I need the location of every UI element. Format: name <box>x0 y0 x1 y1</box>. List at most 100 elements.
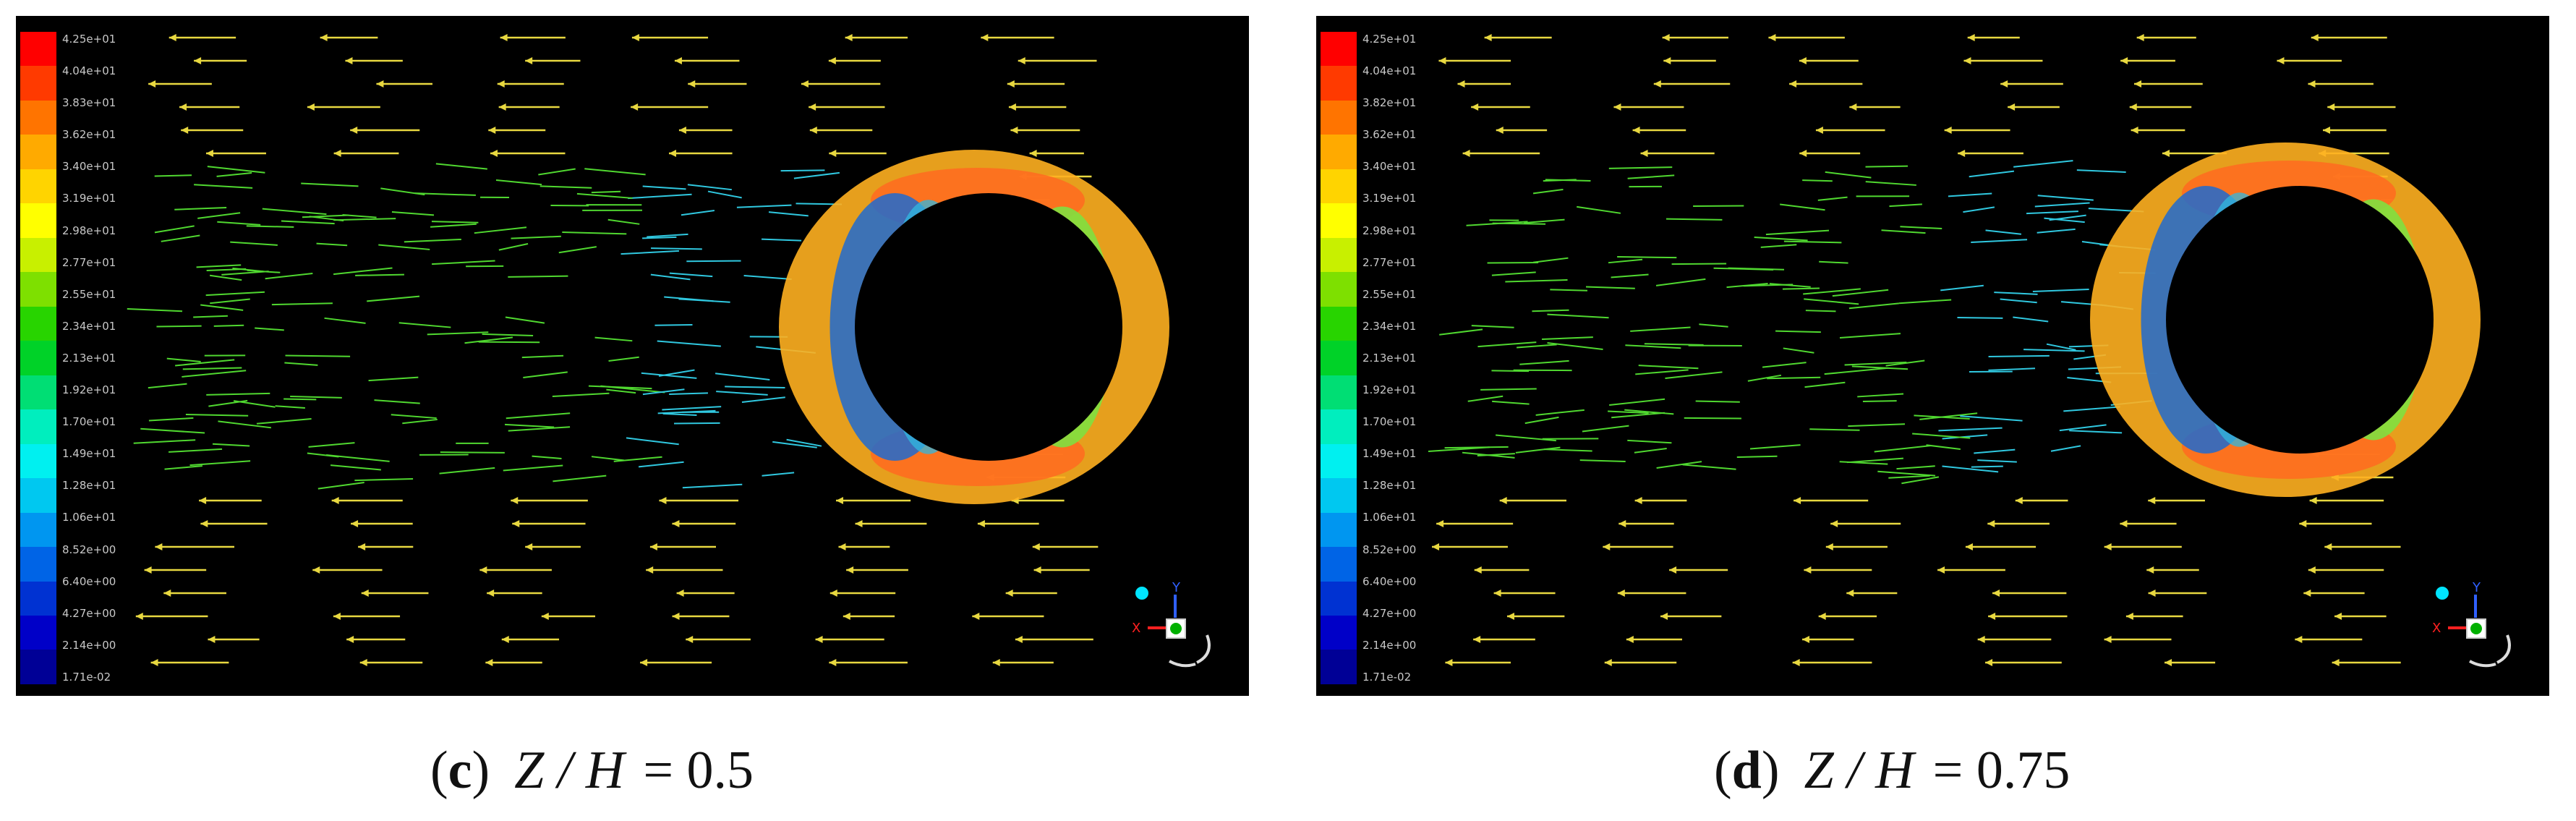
legend-label: 2.34e+01 <box>1362 319 1417 333</box>
legend-label: 4.27e+00 <box>1362 606 1417 620</box>
color-bar-swatch <box>20 66 56 101</box>
velocity-vector-field <box>127 34 1169 666</box>
legend-label: 1.28e+01 <box>62 479 116 493</box>
legend-label: 1.71e-02 <box>62 670 111 684</box>
color-bar-swatch <box>20 478 56 513</box>
color-bar-swatch <box>1321 66 1357 101</box>
color-bar-swatch <box>1321 547 1357 582</box>
figure-caption-c: (c) Z / H = 0.5 <box>430 741 754 800</box>
legend-label: 1.71e-02 <box>1362 670 1412 684</box>
color-bar-swatch <box>20 203 56 238</box>
color-bar-swatch <box>1321 615 1357 650</box>
legend-label: 3.19e+01 <box>1362 192 1417 205</box>
legend-label: 1.06e+01 <box>1362 511 1417 524</box>
color-bar-swatch <box>1321 169 1357 204</box>
legend-label: 1.06e+01 <box>62 511 116 524</box>
legend-label: 2.14e+00 <box>62 638 116 652</box>
color-bar-swatch <box>1321 443 1357 479</box>
legend-label: 3.62e+01 <box>62 128 116 142</box>
color-bar-swatch <box>20 409 56 444</box>
color-bar-swatch <box>20 547 56 582</box>
color-bar-swatch <box>20 341 56 375</box>
color-bar-swatch <box>20 169 56 204</box>
color-legend: 4.25e+01 4.04e+01 3.83e+01 3.62e+01 3.40… <box>20 32 165 684</box>
axis-triad-icon: Y X <box>2432 580 2511 668</box>
legend-label: 8.52e+00 <box>62 543 116 556</box>
legend-label: 2.77e+01 <box>62 255 116 269</box>
color-bar-swatch <box>20 375 56 410</box>
velocity-vector-field <box>1428 34 2481 666</box>
legend-label: 1.70e+01 <box>1362 415 1417 429</box>
legend-label: 1.92e+01 <box>62 383 116 397</box>
legend-label: 2.55e+01 <box>1362 287 1417 301</box>
color-bar-swatch <box>1321 581 1357 616</box>
vector-plot-panel-c: 4.25e+01 4.04e+01 3.83e+01 3.62e+01 3.40… <box>16 16 1249 696</box>
axis-triad-icon: Y X <box>1132 580 1211 668</box>
legend-label: 1.70e+01 <box>62 415 116 429</box>
legend-label: 4.25e+01 <box>1362 33 1417 46</box>
legend-label: 3.40e+01 <box>1362 160 1417 174</box>
triad-x-label: X <box>2432 621 2441 636</box>
legend-label: 2.34e+01 <box>62 319 116 333</box>
legend-label: 3.40e+01 <box>62 160 116 174</box>
color-bar-swatch <box>1321 100 1357 135</box>
caption-variable: Z / H <box>1804 741 1914 800</box>
legend-label: 2.13e+01 <box>62 351 116 365</box>
legend-label: 2.14e+00 <box>1362 638 1417 652</box>
color-bar-swatch <box>1321 306 1357 341</box>
legend-label: 2.55e+01 <box>62 287 116 301</box>
legend-label: 2.98e+01 <box>1362 224 1417 237</box>
triad-y-label: Y <box>1172 580 1181 595</box>
color-bar-swatch <box>1321 32 1357 67</box>
color-bar-swatch <box>1321 135 1357 169</box>
legend-label: 4.04e+01 <box>1362 64 1417 78</box>
legend-label: 3.19e+01 <box>62 192 116 205</box>
caption-variable: Z / H <box>514 741 625 800</box>
color-bar-labels: 4.25e+01 4.04e+01 3.82e+01 3.62e+01 3.40… <box>1362 32 1464 684</box>
legend-label: 1.28e+01 <box>1362 479 1417 493</box>
color-bar-swatch <box>20 135 56 169</box>
color-bar-swatch <box>1321 512 1357 548</box>
legend-label: 8.52e+00 <box>1362 543 1417 556</box>
legend-label: 4.25e+01 <box>62 33 116 46</box>
color-bar-swatch <box>20 650 56 684</box>
color-bar-swatch <box>20 512 56 548</box>
caption-letter: d <box>1731 741 1762 800</box>
color-bar-swatch <box>1321 650 1357 684</box>
color-bar-swatch <box>20 237 56 273</box>
caption-value: = 0.75 <box>1932 741 2070 800</box>
color-bar-swatch <box>1321 272 1357 307</box>
figure-caption-d: (d) Z / H = 0.75 <box>1714 741 2070 800</box>
vector-plot-panel-d: 4.25e+01 4.04e+01 3.82e+01 3.62e+01 3.40… <box>1316 16 2549 696</box>
legend-label: 1.49e+01 <box>1362 447 1417 461</box>
color-bar-swatch <box>20 581 56 616</box>
legend-label: 1.49e+01 <box>62 447 116 461</box>
color-bar-swatch <box>1321 237 1357 273</box>
legend-label: 6.40e+00 <box>1362 574 1417 588</box>
color-bar-swatch <box>20 100 56 135</box>
color-bar-swatch <box>20 443 56 479</box>
color-bar-swatch <box>1321 375 1357 410</box>
legend-label: 4.27e+00 <box>62 606 116 620</box>
legend-label: 2.77e+01 <box>1362 255 1417 269</box>
legend-label: 4.04e+01 <box>62 64 116 78</box>
color-bar-swatch <box>20 32 56 67</box>
color-bar-swatch <box>1321 409 1357 444</box>
color-bar-swatch <box>20 615 56 650</box>
legend-label: 2.98e+01 <box>62 224 116 237</box>
color-bar-swatch <box>1321 203 1357 238</box>
legend-label: 6.40e+00 <box>62 574 116 588</box>
legend-label: 1.92e+01 <box>1362 383 1417 397</box>
caption-letter: c <box>448 741 472 800</box>
caption-value: = 0.5 <box>643 741 754 800</box>
color-bar <box>1321 32 1357 684</box>
color-bar-swatch <box>20 306 56 341</box>
legend-label: 2.13e+01 <box>1362 351 1417 365</box>
triad-x-label: X <box>1132 621 1140 636</box>
legend-label: 3.62e+01 <box>1362 128 1417 142</box>
legend-label: 3.83e+01 <box>62 96 116 110</box>
triad-y-label: Y <box>2472 580 2481 595</box>
color-bar-labels: 4.25e+01 4.04e+01 3.83e+01 3.62e+01 3.40… <box>62 32 163 684</box>
color-bar-swatch <box>1321 341 1357 375</box>
color-bar-swatch <box>20 272 56 307</box>
